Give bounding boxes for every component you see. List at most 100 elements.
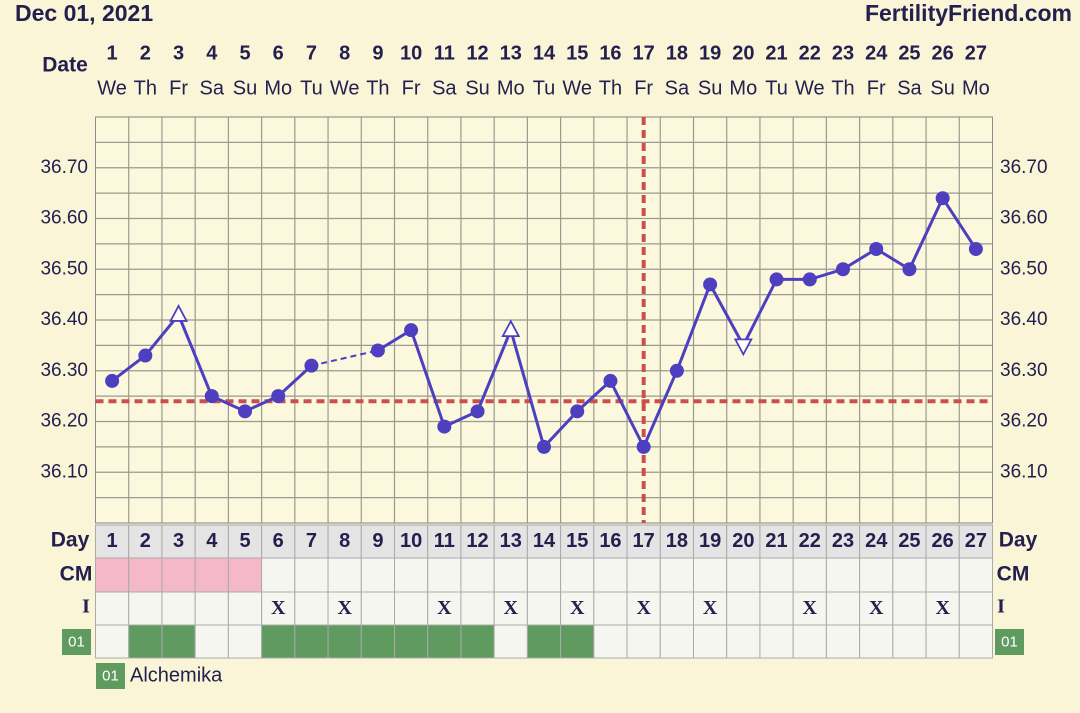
weekday-label: Tu xyxy=(533,77,556,99)
day-number: 21 xyxy=(765,530,787,552)
cm-cell xyxy=(892,557,927,593)
day-number: 25 xyxy=(898,530,920,552)
day-cell xyxy=(161,524,196,559)
day-number: 10 xyxy=(400,530,422,552)
date-day-number: 16 xyxy=(599,42,621,64)
row-label-day: Day xyxy=(51,529,90,552)
custom-cell xyxy=(194,624,229,659)
date-day-number: 19 xyxy=(699,42,721,64)
custom-cell xyxy=(626,624,661,659)
cm-cell xyxy=(859,557,894,593)
day-number: 15 xyxy=(566,530,588,552)
marker-dot xyxy=(271,389,286,404)
custom-cell xyxy=(560,624,595,659)
marker-triangle xyxy=(733,338,753,357)
intercourse-cell xyxy=(360,591,395,626)
custom-cell xyxy=(925,624,960,659)
day-cell xyxy=(227,524,263,559)
y-tick-label-right: 36.40 xyxy=(1000,309,1048,330)
marker-dot xyxy=(802,272,817,287)
date-day-number: 15 xyxy=(566,42,588,64)
date-day-number: 18 xyxy=(666,42,688,64)
intercourse-cell xyxy=(294,591,329,626)
intercourse-mark: X xyxy=(337,597,352,619)
day-number: 20 xyxy=(732,530,754,552)
intercourse-cell xyxy=(460,591,495,626)
date-day-number: 2 xyxy=(140,42,151,64)
day-number: 17 xyxy=(633,530,655,552)
cm-cell xyxy=(925,557,960,593)
day-cell xyxy=(427,524,462,559)
cm-cell xyxy=(958,557,993,593)
day-number: 14 xyxy=(533,530,556,552)
y-tick-label: 36.40 xyxy=(40,309,88,330)
weekday-label: Su xyxy=(698,77,722,99)
cm-cell xyxy=(792,557,827,593)
marker-dot xyxy=(636,439,651,454)
weekday-label: Th xyxy=(599,77,622,99)
day-cell xyxy=(593,524,628,559)
intercourse-cell xyxy=(194,591,229,626)
intercourse-cell xyxy=(227,591,263,626)
day-number: 13 xyxy=(500,530,522,552)
custom-cell xyxy=(659,624,694,659)
custom-cell xyxy=(526,624,562,659)
weekday-label: Sa xyxy=(200,77,225,99)
marker-dot xyxy=(470,404,485,419)
weekday-label: Tu xyxy=(300,77,323,99)
marker-dot xyxy=(869,241,884,256)
row-label-cm: CM xyxy=(60,563,93,586)
marker-dot xyxy=(370,343,385,358)
date-day-number: 10 xyxy=(400,42,422,64)
day-number: 18 xyxy=(666,530,688,552)
date-day-number: 14 xyxy=(533,42,556,64)
custom-cell xyxy=(128,624,163,659)
weekday-label: Mo xyxy=(497,77,525,99)
row-label-box xyxy=(995,629,1024,655)
marker-dot xyxy=(836,262,850,277)
cm-cell xyxy=(161,557,196,593)
intercourse-cell xyxy=(95,591,130,626)
date-day-number: 24 xyxy=(865,42,888,64)
custom-cell xyxy=(892,624,927,659)
marker-dot xyxy=(570,404,585,419)
marker-dot xyxy=(902,262,917,277)
custom-cell xyxy=(726,624,761,659)
date-day-number: 8 xyxy=(339,42,350,64)
day-number: 16 xyxy=(599,530,621,552)
row-label-box xyxy=(62,629,91,655)
marker-dot xyxy=(537,439,551,454)
custom-cell xyxy=(792,624,827,659)
weekday-label: Th xyxy=(366,77,389,99)
day-cell xyxy=(626,524,661,559)
date-day-number: 4 xyxy=(206,42,218,64)
intercourse-mark: X xyxy=(504,597,519,619)
marker-dot xyxy=(404,323,419,338)
date-day-number: 22 xyxy=(799,42,821,64)
marker-dot xyxy=(769,272,784,287)
marker-dot xyxy=(204,389,219,404)
cm-cell xyxy=(493,557,528,593)
intercourse-cell xyxy=(892,591,927,626)
date-day-number: 6 xyxy=(273,42,284,64)
intercourse-mark: X xyxy=(803,597,818,619)
legend-swatch xyxy=(96,663,125,689)
day-cell xyxy=(194,524,229,559)
cm-cell xyxy=(560,557,595,593)
date-day-number: 25 xyxy=(898,42,920,64)
day-number: 1 xyxy=(107,530,118,552)
day-cell xyxy=(394,524,429,559)
intercourse-cell xyxy=(958,591,993,626)
intercourse-mark: X xyxy=(271,597,286,619)
custom-cell xyxy=(161,624,196,659)
row-label-custom: 01 xyxy=(1001,633,1018,650)
marker-dot xyxy=(603,373,618,388)
date-day-number: 23 xyxy=(832,42,854,64)
custom-cell xyxy=(360,624,395,659)
intercourse-cell xyxy=(427,591,462,626)
day-cell xyxy=(925,524,960,559)
day-number: 26 xyxy=(932,530,954,552)
intercourse-cell xyxy=(526,591,562,626)
cm-cell xyxy=(726,557,761,593)
y-tick-label-right: 36.20 xyxy=(1000,411,1048,432)
